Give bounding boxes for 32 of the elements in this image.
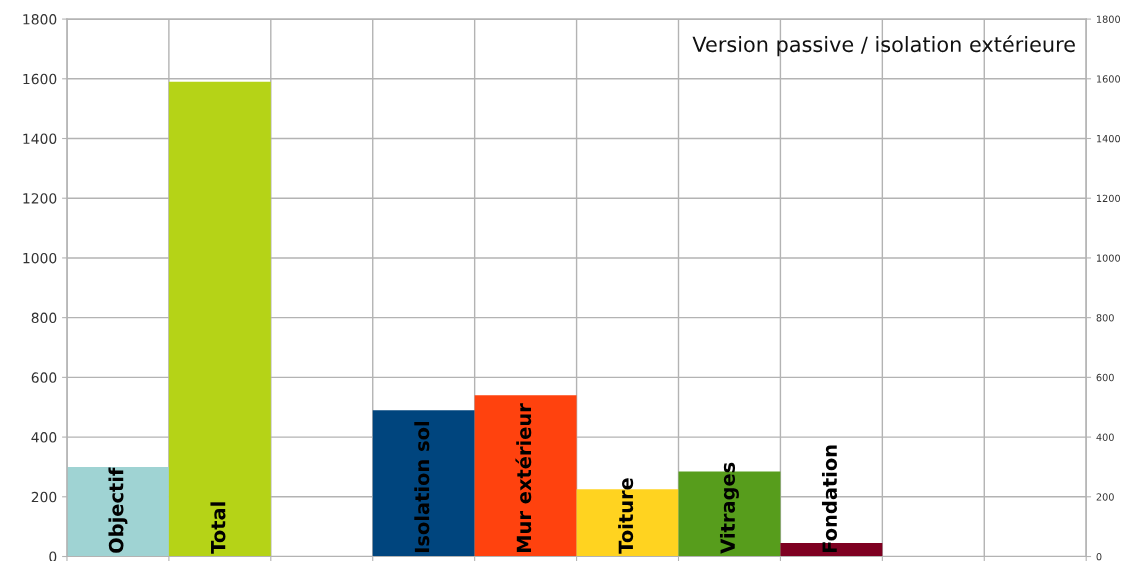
- y2-tick-label: 1600: [1096, 75, 1121, 83]
- y2-tick-label: 200: [1096, 493, 1114, 501]
- x-tick-label: Fondation: [821, 445, 838, 553]
- y-tick-label: 1800: [23, 14, 57, 25]
- y-tick-label: 800: [31, 312, 57, 324]
- y-tick-label: 0: [49, 551, 57, 561]
- text: Version passive / isolation extérieure: [692, 35, 1075, 57]
- y2-tick-label: 1800: [1096, 15, 1121, 23]
- y2-tick-label: 400: [1096, 433, 1114, 441]
- x-tick-label: Vitrages: [719, 462, 739, 554]
- x-tick-label: Mur extérieur: [515, 403, 532, 553]
- bar: [372, 410, 475, 557]
- y2-tick-label: 800: [1096, 314, 1114, 322]
- bar: [474, 395, 577, 557]
- y-tick-label: 200: [31, 491, 57, 503]
- y2-tick-label: 1200: [1096, 194, 1121, 203]
- y2-tick-label: 1000: [1096, 254, 1121, 262]
- y-tick-label: 1000: [23, 252, 57, 264]
- y-tick-label: 1400: [23, 133, 57, 144]
- x-tick-label: Objectif: [108, 467, 128, 553]
- bar: [66, 466, 169, 557]
- y2-tick-label: 600: [1096, 373, 1114, 382]
- x-tick-label: Total: [210, 502, 226, 554]
- y-tick-label: 400: [31, 432, 57, 443]
- y-tick-label: 1200: [23, 193, 57, 204]
- y-tick-label: 1600: [23, 73, 57, 85]
- x-tick-label: Toiture: [618, 478, 634, 554]
- x-tick-label: Isolation sol: [414, 421, 430, 553]
- y2-tick-label: 1400: [1096, 134, 1121, 143]
- bar: [168, 81, 271, 557]
- y2-tick-label: 0: [1096, 552, 1102, 561]
- y-tick-label: 600: [31, 372, 57, 383]
